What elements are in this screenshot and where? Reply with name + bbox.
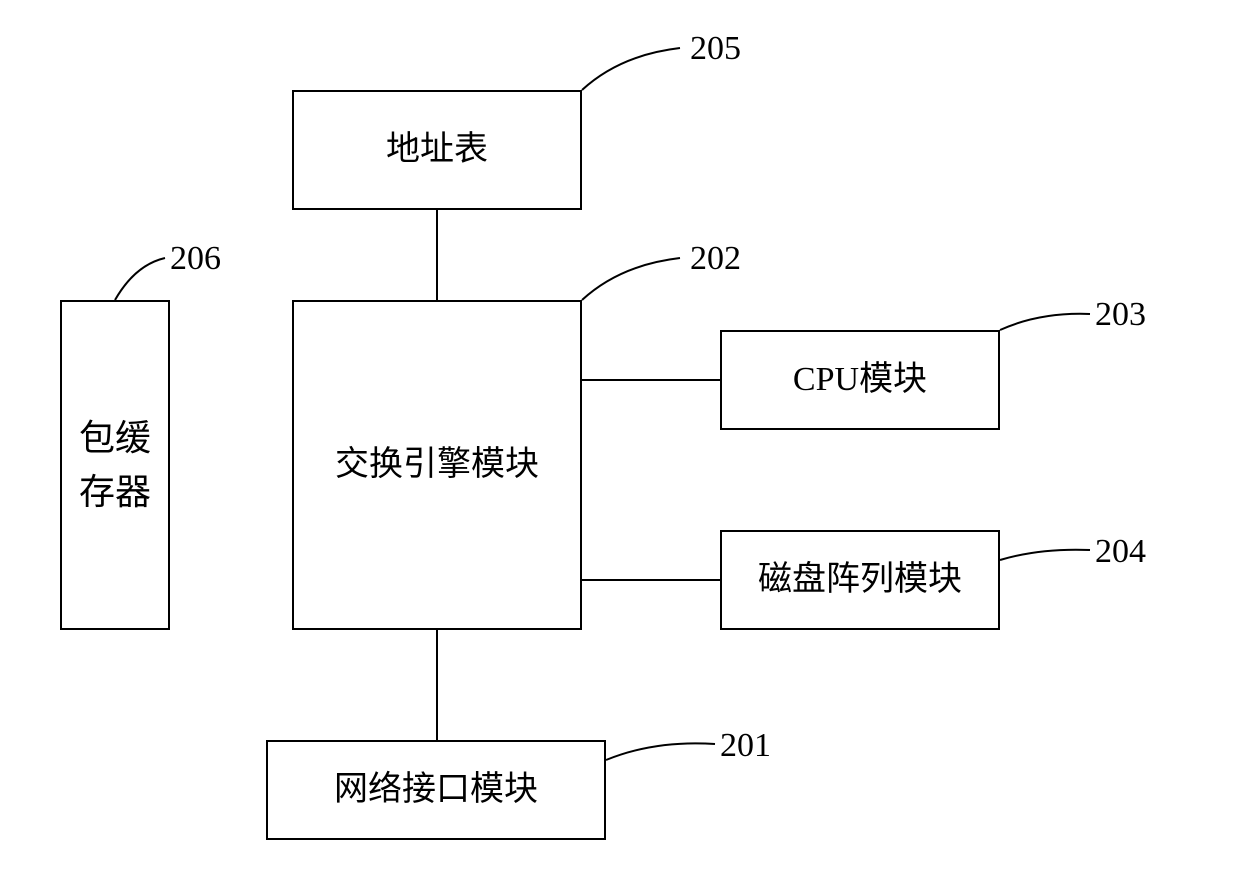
node-cpu-module-label: CPU模块 — [793, 358, 927, 402]
ref-205: 205 — [690, 30, 741, 68]
leader-203 — [1000, 314, 1090, 330]
node-switch-engine: 交换引擎模块 — [292, 300, 582, 630]
node-packet-buffer-label: 包缓存器 — [62, 411, 168, 519]
leader-201 — [606, 743, 715, 760]
ref-201: 201 — [720, 727, 771, 765]
leader-lines — [0, 0, 1240, 895]
node-packet-buffer: 包缓存器 — [60, 300, 170, 630]
connector-addr-to-engine — [436, 210, 438, 300]
leader-204 — [1000, 550, 1090, 560]
connector-engine-to-net — [436, 630, 438, 740]
connector-engine-to-disk — [582, 579, 720, 581]
connector-engine-to-cpu — [582, 379, 720, 381]
ref-202: 202 — [690, 240, 741, 278]
node-address-table-label: 地址表 — [386, 128, 488, 172]
leader-205 — [582, 48, 680, 90]
node-switch-engine-label: 交换引擎模块 — [335, 443, 539, 487]
leader-202 — [582, 258, 680, 300]
node-disk-array: 磁盘阵列模块 — [720, 530, 1000, 630]
leader-206 — [115, 258, 165, 300]
node-network-interface-label: 网络接口模块 — [334, 768, 538, 812]
node-disk-array-label: 磁盘阵列模块 — [758, 558, 962, 602]
node-cpu-module: CPU模块 — [720, 330, 1000, 430]
node-address-table: 地址表 — [292, 90, 582, 210]
ref-206: 206 — [170, 240, 221, 278]
node-network-interface: 网络接口模块 — [266, 740, 606, 840]
ref-203: 203 — [1095, 296, 1146, 334]
ref-204: 204 — [1095, 533, 1146, 571]
